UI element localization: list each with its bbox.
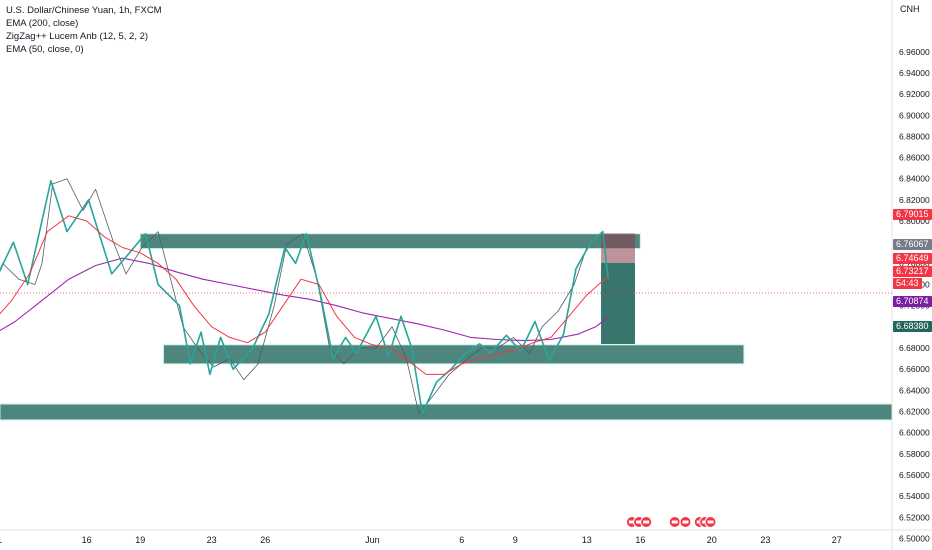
chart-legend: U.S. Dollar/Chinese Yuan, 1h, FXCM EMA (… — [6, 4, 162, 56]
time-tick-label: 16 — [635, 535, 645, 545]
price-badge: 6.73217 — [893, 266, 932, 277]
price-line — [0, 178, 609, 415]
zigzag-line — [0, 180, 609, 415]
price-tick-label: 6.80000 — [899, 216, 930, 226]
economic-event-flag — [628, 520, 635, 524]
price-badge: 6.74649 — [893, 253, 932, 264]
currency-label: CNH — [900, 4, 920, 14]
time-tick-label: 23 — [760, 535, 770, 545]
price-badge: 54:43 — [893, 278, 922, 289]
time-tick-label: 13 — [582, 535, 592, 545]
price-tick-label: 6.88000 — [899, 131, 930, 141]
time-tick-label: 26 — [260, 535, 270, 545]
price-tick-label: 6.82000 — [899, 195, 930, 205]
price-tick-label: 6.50000 — [899, 533, 930, 543]
price-tick-label: 6.64000 — [899, 385, 930, 395]
price-tick-label: 6.56000 — [899, 470, 930, 480]
zone-3 — [0, 403, 893, 421]
zone-2 — [162, 344, 745, 365]
price-tick-label: 6.86000 — [899, 153, 930, 163]
indicator-zigzag[interactable]: ZigZag++ Lucem Anb (12, 5, 2, 2) — [6, 31, 149, 42]
time-tick-label: 9 — [513, 535, 518, 545]
zone-1 — [139, 233, 641, 250]
time-tick-label: 27 — [832, 535, 842, 545]
time-tick-label: Jun — [365, 535, 380, 545]
price-tick-label: 6.96000 — [899, 47, 930, 57]
price-badge: 6.68380 — [893, 321, 932, 332]
ema200-line — [0, 257, 609, 342]
economic-event-flag — [682, 520, 689, 524]
price-badge: 6.76067 — [893, 239, 932, 250]
price-tick-label: 6.66000 — [899, 364, 930, 374]
price-tick-label: 6.58000 — [899, 449, 930, 459]
position-target-zone — [601, 262, 635, 344]
time-tick-label: 11 — [0, 535, 2, 545]
price-tick-label: 6.90000 — [899, 110, 930, 120]
economic-event-flag — [707, 520, 714, 524]
price-tick-label: 6.52000 — [899, 512, 930, 522]
time-tick-label: 20 — [707, 535, 717, 545]
indicator-ema200[interactable]: EMA (200, close) — [6, 18, 79, 29]
economic-event-flag — [636, 520, 643, 524]
price-badge: 6.79015 — [893, 209, 932, 220]
ema50-line — [0, 215, 609, 375]
price-tick-label: 6.92000 — [899, 89, 930, 99]
time-tick-label: 6 — [459, 535, 464, 545]
price-tick-label: 6.68000 — [899, 343, 930, 353]
position-stop-zone — [601, 233, 635, 263]
chart-title: U.S. Dollar/Chinese Yuan, 1h, FXCM — [6, 5, 162, 16]
time-tick-label: 23 — [207, 535, 217, 545]
indicator-ema50[interactable]: EMA (50, close, 0) — [6, 44, 84, 55]
time-tick-label: 16 — [82, 535, 92, 545]
price-tick-label: 6.62000 — [899, 406, 930, 416]
price-badge: 6.70874 — [893, 296, 932, 307]
price-tick-label: 6.84000 — [899, 174, 930, 184]
price-tick-label: 6.54000 — [899, 491, 930, 501]
economic-event-flag — [671, 520, 678, 524]
economic-event-flag — [643, 520, 650, 524]
price-tick-label: 6.94000 — [899, 68, 930, 78]
price-tick-label: 6.60000 — [899, 428, 930, 438]
time-tick-label: 19 — [135, 535, 145, 545]
